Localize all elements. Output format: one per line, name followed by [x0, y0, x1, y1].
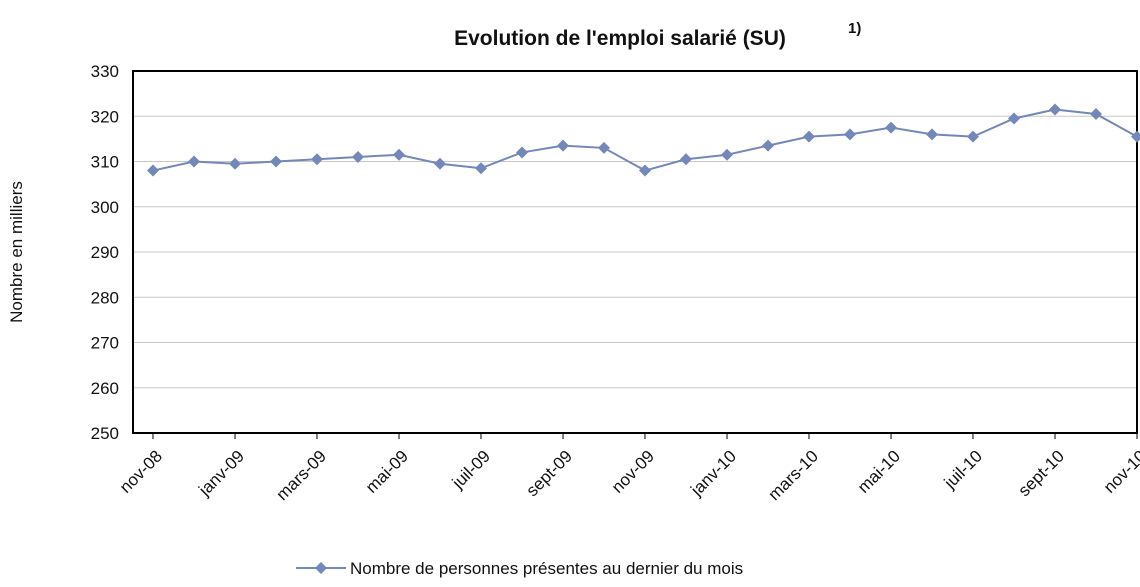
x-tick-label: nov-09	[608, 447, 658, 497]
marker	[680, 153, 692, 166]
marker	[803, 130, 815, 143]
y-tick-label: 250	[91, 424, 119, 443]
x-tick-label: sept-09	[523, 447, 577, 501]
marker	[434, 157, 446, 170]
marker	[188, 155, 200, 168]
marker	[1008, 112, 1020, 125]
y-tick-label: 290	[91, 243, 119, 262]
x-tick-label: mars-10	[765, 447, 823, 505]
marker	[762, 139, 774, 152]
y-tick-label: 300	[91, 198, 119, 217]
y-tick-label: 320	[91, 107, 119, 126]
y-axis-label: Nombre en milliers	[7, 181, 26, 323]
chart-title: Evolution de l'emploi salarié (SU)	[454, 27, 786, 50]
marker	[393, 148, 405, 161]
marker	[844, 128, 856, 141]
marker	[557, 139, 569, 152]
x-tick-label: janv-09	[194, 447, 248, 501]
marker	[885, 121, 897, 134]
x-tick-label: janv-10	[686, 447, 740, 501]
title-superscript: 1)	[848, 20, 861, 37]
marker	[639, 164, 651, 177]
marker	[270, 155, 282, 168]
y-tick-label: 310	[91, 153, 119, 172]
x-tick-label: mars-09	[273, 447, 331, 505]
marker	[147, 164, 159, 177]
marker	[311, 153, 323, 166]
x-tick-label: nov-08	[116, 447, 166, 497]
x-tick-label: mai-10	[854, 447, 904, 497]
marker	[926, 128, 938, 141]
x-tick-label: juil-10	[940, 447, 986, 493]
plot-frame	[132, 70, 1138, 434]
marker	[229, 157, 241, 170]
legend-marker	[315, 562, 327, 574]
x-tick-label: sept-10	[1015, 447, 1069, 501]
legend-label: Nombre de personnes présentes au dernier…	[350, 559, 743, 578]
y-tick-label: 270	[91, 334, 119, 353]
y-tick-label: 330	[91, 62, 119, 81]
y-tick-label: 260	[91, 379, 119, 398]
marker	[721, 148, 733, 161]
x-tick-label: juil-09	[448, 447, 494, 493]
marker	[1049, 103, 1061, 116]
marker	[516, 146, 528, 159]
x-tick-label: nov-10	[1100, 447, 1140, 497]
marker	[1131, 130, 1140, 143]
marker	[967, 130, 979, 143]
marker	[1090, 107, 1102, 120]
marker	[598, 141, 610, 154]
x-tick-label: mai-09	[362, 447, 412, 497]
marker	[352, 150, 364, 163]
y-tick-label: 280	[91, 288, 119, 307]
marker	[475, 162, 487, 175]
